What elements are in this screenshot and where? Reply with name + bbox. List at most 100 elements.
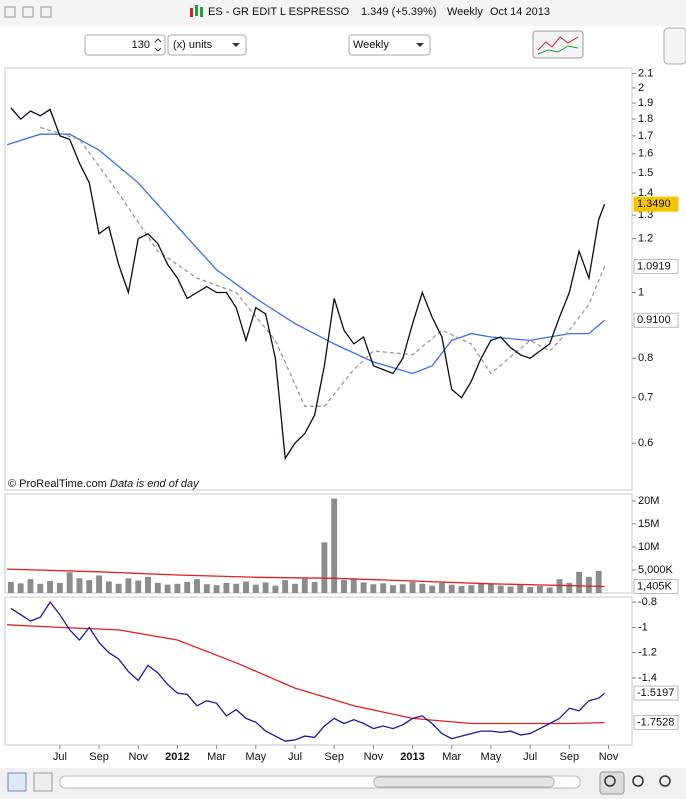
y-tick-label: 1.9 (638, 97, 653, 109)
x-tick-label: Sep (89, 751, 109, 763)
volume-bar (86, 580, 93, 593)
y-tick-label: 2.1 (638, 67, 653, 79)
last-value-box (633, 312, 679, 328)
y-tick-label: 1.6 (638, 148, 653, 160)
y-tick-label: 0.8 (638, 352, 653, 364)
x-tick-label: 2013 (400, 751, 424, 763)
volume-bar (380, 583, 387, 593)
volume-bar (96, 575, 102, 593)
volume-bar (409, 581, 416, 593)
volume-panel (4, 493, 633, 594)
volume-bar (56, 582, 63, 593)
x-tick-label: Jul (53, 751, 67, 763)
y-tick-label: 15M (638, 518, 659, 530)
units-dropdown[interactable] (167, 34, 247, 56)
y-tick-label: 1.4 (638, 187, 653, 199)
x-tick-label: Sep (324, 751, 344, 763)
volume-bar (350, 578, 357, 593)
y-tick-label: 0.6 (638, 437, 653, 449)
volume-bar (47, 581, 54, 593)
timeframe-dropdown[interactable] (348, 34, 431, 56)
volume-bar (468, 585, 475, 593)
volume-bar (194, 579, 200, 593)
indicators-button[interactable] (532, 30, 584, 59)
volume-bar (458, 586, 465, 593)
volume-bar (527, 587, 534, 593)
volume-bar (321, 542, 328, 593)
candle-icon (190, 5, 203, 17)
volume-bar (262, 582, 269, 593)
dropdown-arrow (416, 43, 424, 47)
zoom-button[interactable] (599, 771, 625, 795)
volume-bar (164, 584, 171, 593)
period: Weekly (447, 6, 483, 18)
x-tick-label: Jul (523, 751, 537, 763)
volume-bar (360, 582, 367, 593)
y-tick-label: 1.5 (638, 167, 653, 179)
last-value-label: 1.3490 (637, 198, 671, 210)
series-line (6, 624, 605, 725)
volume-bar (252, 584, 259, 593)
volume-bar (243, 581, 249, 593)
window-icon[interactable] (40, 6, 52, 18)
x-tick-label: Nov (364, 751, 384, 763)
indicator-panel (4, 596, 633, 746)
volume-bar (27, 579, 34, 593)
spinner[interactable] (154, 38, 162, 52)
last-value-label: -1.7528 (637, 716, 674, 728)
volume-bar (331, 498, 338, 593)
volume-bar (536, 586, 543, 593)
x-tick-label: Nov (128, 751, 148, 763)
volume-bar (213, 585, 220, 593)
volume-bar (341, 580, 347, 593)
zoom-in[interactable] (659, 775, 671, 787)
y-tick-label: 5,000K (638, 564, 674, 576)
last-value-box (633, 259, 679, 275)
x-tick-label: Sep (560, 751, 580, 763)
window-icon[interactable] (4, 6, 16, 18)
last-value-label: -1.5197 (637, 687, 674, 699)
series-line (10, 600, 606, 742)
volume-bar (76, 578, 83, 593)
x-tick-label: Mar (442, 751, 461, 763)
volume-bar (517, 584, 524, 593)
y-tick-label: -1 (638, 621, 648, 633)
volume-bar (478, 583, 485, 593)
volume-bar (135, 580, 142, 593)
volume-bar (370, 584, 377, 593)
tool-button[interactable] (7, 772, 27, 792)
quote: 1.349 (+5.39%) (361, 6, 437, 18)
volume-bar (105, 581, 112, 593)
series-line (40, 126, 606, 407)
zoom-icon (604, 775, 616, 787)
indicators-icon (537, 45, 579, 55)
tool-button[interactable] (33, 772, 53, 792)
side-tab[interactable] (663, 27, 686, 65)
note: Data is end of day (110, 478, 200, 490)
volume-bar (17, 583, 24, 593)
zoom-out[interactable] (632, 775, 644, 787)
volume-bar (174, 583, 181, 593)
last-value-label: 1,405K (637, 580, 673, 592)
volume-bar (115, 583, 122, 593)
scroll-thumb[interactable] (373, 776, 555, 788)
window-icon[interactable] (22, 6, 34, 18)
volume-bar (507, 586, 514, 593)
volume-bar (566, 582, 573, 593)
last-value-label: 0.9100 (637, 314, 671, 326)
last-value-box (633, 715, 679, 731)
units-input[interactable] (84, 34, 166, 56)
last-value-label: 1.0919 (637, 260, 671, 272)
y-tick-label: 10M (638, 541, 659, 553)
volume-bar (154, 582, 161, 593)
volume-bar (203, 584, 210, 593)
volume-bar (311, 581, 318, 593)
y-tick-label: 0.7 (638, 392, 653, 404)
volume-bar (233, 583, 240, 593)
price-panel (4, 67, 633, 491)
y-tick-label: -0.8 (638, 596, 657, 608)
units-label: (x) units (173, 39, 213, 51)
dropdown-arrow (232, 43, 240, 47)
